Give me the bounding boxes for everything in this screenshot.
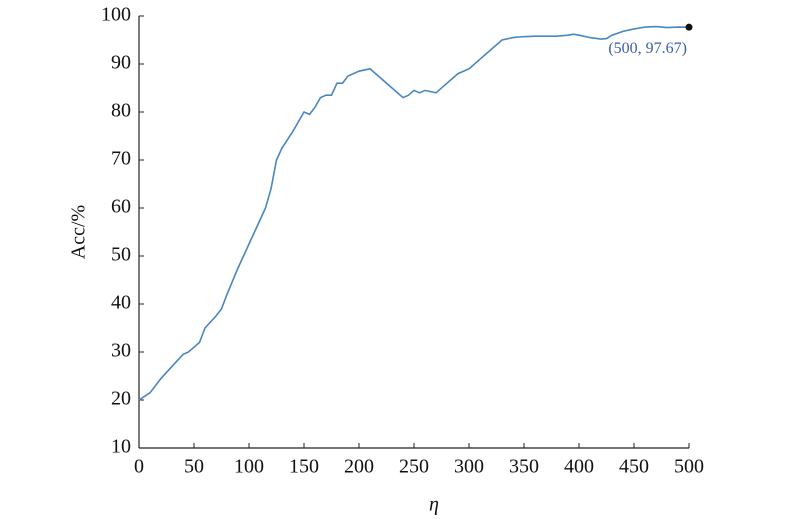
x-tick-label: 150 bbox=[289, 456, 319, 478]
y-tick-label: 80 bbox=[111, 100, 131, 122]
x-tick-label: 450 bbox=[619, 456, 649, 478]
x-tick-label: 400 bbox=[564, 456, 594, 478]
x-axis-label: η bbox=[429, 494, 439, 516]
y-axis-label: Acc/% bbox=[68, 205, 90, 259]
x-tick-label: 500 bbox=[674, 456, 704, 478]
y-tick-label: 20 bbox=[111, 388, 131, 410]
data-line bbox=[138, 25, 690, 401]
y-tick-label: 60 bbox=[111, 196, 131, 218]
annotation: (500, 97.67) bbox=[608, 40, 687, 57]
y-tick-label: 90 bbox=[111, 52, 131, 74]
y-tick-label: 10 bbox=[111, 436, 131, 458]
y-tick-label: 30 bbox=[111, 340, 131, 362]
y-tick-label: 100 bbox=[101, 4, 131, 26]
x-tick-label: 200 bbox=[344, 456, 374, 478]
y-tick-label: 70 bbox=[111, 148, 131, 170]
x-tick-label: 300 bbox=[454, 456, 484, 478]
x-tick-label: 50 bbox=[184, 456, 204, 478]
x-tick-label: 0 bbox=[134, 456, 144, 478]
y-tick-label: 40 bbox=[111, 292, 131, 314]
x-tick-label: 250 bbox=[399, 456, 429, 478]
end-point bbox=[685, 23, 693, 31]
x-tick-label: 100 bbox=[234, 456, 264, 478]
y-tick-label: 50 bbox=[111, 244, 131, 266]
x-tick-label: 350 bbox=[509, 456, 539, 478]
